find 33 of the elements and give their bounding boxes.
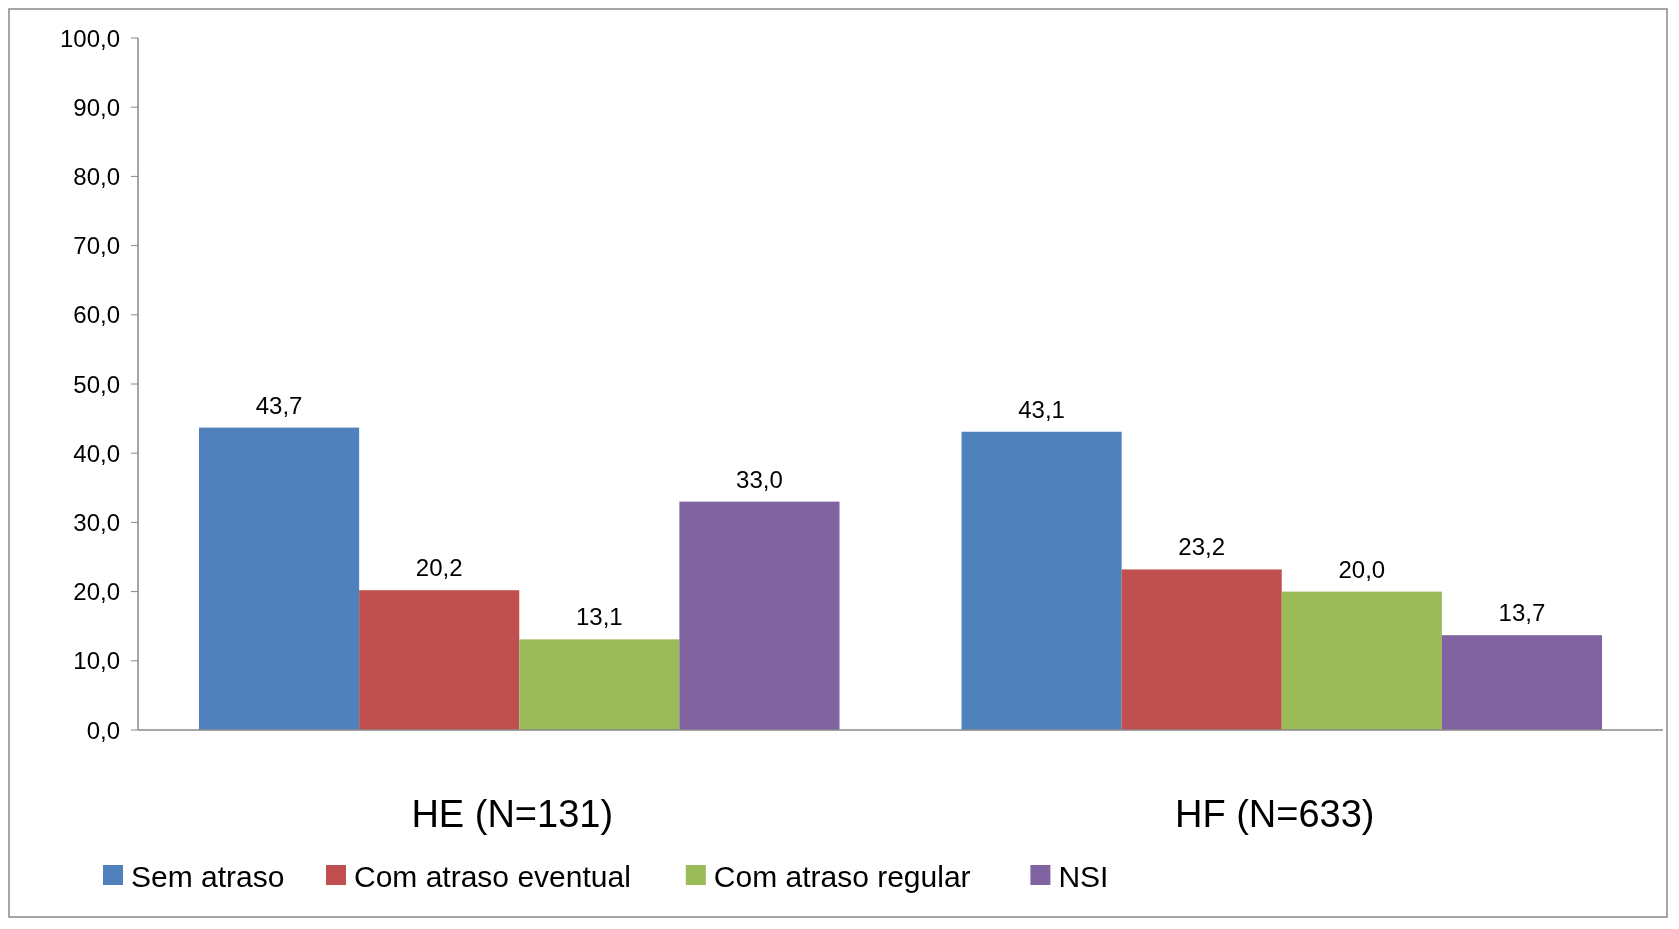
y-tick-label: 50,0: [73, 370, 120, 398]
data-label: 33,0: [736, 465, 783, 493]
bar: [1121, 569, 1282, 730]
x-tick-label: HF (N=633): [1174, 793, 1375, 835]
data-label: 43,7: [255, 391, 303, 419]
legend-label: Com atraso eventual: [354, 859, 631, 893]
y-tick-label: 100,0: [59, 24, 120, 52]
legend-label: Com atraso regular: [713, 859, 971, 893]
legend-label: Sem atraso: [131, 859, 285, 893]
y-tick-label: 10,0: [73, 647, 120, 675]
bar: [961, 431, 1122, 730]
y-tick-label: 60,0: [73, 301, 120, 329]
bar: [1281, 591, 1442, 730]
legend-label: NSI: [1058, 859, 1109, 893]
y-tick-label: 90,0: [73, 93, 120, 121]
data-label: 23,2: [1178, 533, 1226, 561]
data-label: 20,2: [415, 554, 463, 582]
y-tick-label: 70,0: [73, 232, 120, 260]
bar: [199, 427, 360, 730]
bar: [679, 501, 840, 730]
y-tick-label: 0,0: [86, 716, 120, 744]
data-label: 13,1: [575, 603, 623, 631]
bar: [1441, 635, 1603, 730]
bar: [519, 639, 680, 730]
y-tick-label: 80,0: [73, 162, 120, 190]
bar: [359, 590, 520, 730]
data-label: 13,7: [1498, 599, 1546, 627]
y-tick-label: 40,0: [73, 439, 120, 467]
data-label: 20,0: [1338, 555, 1386, 583]
y-tick-label: 30,0: [73, 508, 120, 536]
x-tick-label: HE (N=131): [411, 793, 614, 835]
y-tick-label: 20,0: [73, 578, 120, 606]
data-label: 43,1: [1018, 395, 1065, 423]
